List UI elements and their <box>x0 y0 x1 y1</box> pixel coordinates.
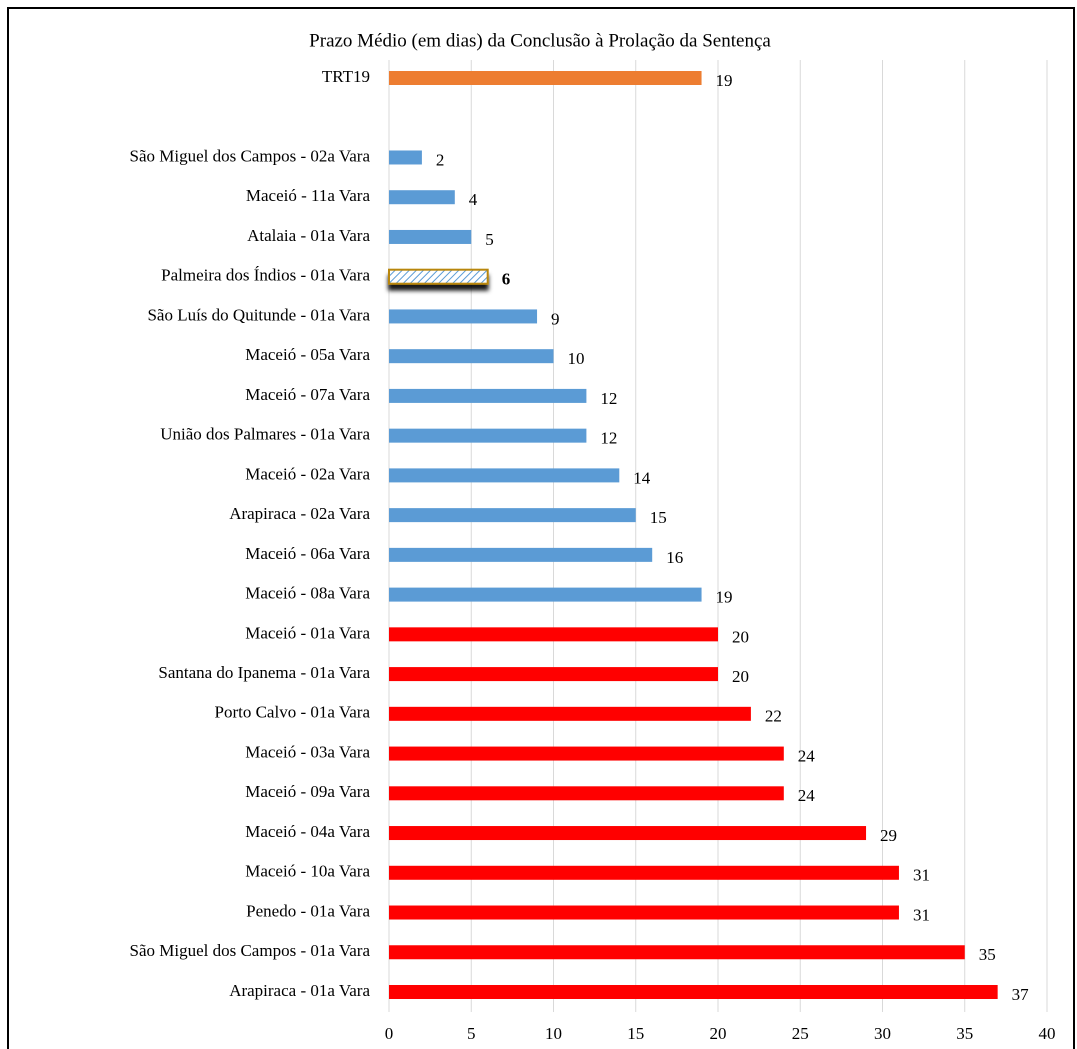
x-tick-label: 10 <box>545 1024 562 1043</box>
data-label: 20 <box>732 667 749 686</box>
bar <box>389 547 653 562</box>
y-tick-label: Penedo - 01a Vara <box>246 901 370 920</box>
bar <box>389 468 620 483</box>
y-tick-label: Maceió - 05a Vara <box>245 345 370 364</box>
y-tick-label: TRT19 <box>322 67 370 86</box>
chart-title: Prazo Médio (em dias) da Conclusão à Pro… <box>309 30 771 51</box>
data-label: 24 <box>798 786 816 805</box>
bar <box>389 388 587 403</box>
y-tick-label: São Miguel dos Campos - 01a Vara <box>130 941 371 960</box>
frame <box>7 7 1075 1049</box>
data-label: 20 <box>732 627 749 646</box>
data-label: 16 <box>666 548 683 567</box>
bar <box>389 746 784 761</box>
y-tick-label: Maceió - 11a Vara <box>246 186 371 205</box>
bar <box>389 150 422 165</box>
data-label: 19 <box>716 71 733 90</box>
bar <box>389 786 784 801</box>
data-label: 35 <box>979 945 996 964</box>
y-tick-label: União dos Palmares - 01a Vara <box>160 425 370 444</box>
y-tick-label: São Miguel dos Campos - 02a Vara <box>130 146 371 165</box>
data-label: 19 <box>716 588 733 607</box>
y-tick-label: Arapiraca - 01a Vara <box>229 981 370 1000</box>
bar <box>389 627 718 642</box>
bar <box>389 865 899 880</box>
bar <box>389 508 636 523</box>
y-tick-label: Porto Calvo - 01a Vara <box>215 703 371 722</box>
data-label: 6 <box>502 270 511 289</box>
x-tick-label: 15 <box>627 1024 644 1043</box>
data-label: 4 <box>469 190 478 209</box>
bar <box>389 71 702 85</box>
y-tick-label: Maceió - 10a Vara <box>245 862 370 881</box>
data-label: 5 <box>485 230 494 249</box>
x-tick-label: 35 <box>956 1024 973 1043</box>
x-tick-label: 5 <box>467 1024 476 1043</box>
x-tick-label: 30 <box>874 1024 891 1043</box>
data-label: 9 <box>551 309 560 328</box>
y-tick-label: Santana do Ipanema - 01a Vara <box>158 663 370 682</box>
data-label: 12 <box>600 389 617 408</box>
bar <box>388 268 489 285</box>
y-tick-label: Maceió - 04a Vara <box>245 822 370 841</box>
data-label: 2 <box>436 150 445 169</box>
bar <box>389 190 455 205</box>
bar <box>389 349 554 364</box>
bar <box>389 428 587 443</box>
y-tick-label: Palmeira dos Índios - 01a Vara <box>161 266 370 285</box>
bar <box>389 945 965 960</box>
data-label: 14 <box>633 468 651 487</box>
y-tick-label: Maceió - 01a Vara <box>245 623 370 642</box>
data-label: 15 <box>650 508 667 527</box>
bar <box>389 826 867 841</box>
y-tick-label: Maceió - 06a Vara <box>245 544 370 563</box>
y-tick-label: Maceió - 03a Vara <box>245 742 370 761</box>
data-label: 10 <box>568 349 585 368</box>
y-tick-label: Maceió - 09a Vara <box>245 782 370 801</box>
y-tick-label: Atalaia - 01a Vara <box>247 226 370 245</box>
data-label: 24 <box>798 746 816 765</box>
y-tick-label: São Luís do Quitunde - 01a Vara <box>147 305 370 324</box>
data-label: 37 <box>1012 985 1030 1004</box>
x-tick-label: 0 <box>385 1024 394 1043</box>
x-tick-label: 25 <box>792 1024 809 1043</box>
data-label: 12 <box>600 429 617 448</box>
data-label: 22 <box>765 707 782 726</box>
x-tick-label: 40 <box>1039 1024 1056 1043</box>
bar <box>389 309 538 324</box>
bar <box>389 667 718 682</box>
x-tick-label: 20 <box>710 1024 727 1043</box>
bar <box>389 985 998 999</box>
data-label: 29 <box>880 826 897 845</box>
bar <box>389 706 751 721</box>
bar <box>389 229 472 244</box>
y-tick-label: Maceió - 07a Vara <box>245 385 370 404</box>
data-label: 31 <box>913 905 930 924</box>
data-label: 31 <box>913 866 930 885</box>
y-tick-label: Maceió - 02a Vara <box>245 464 370 483</box>
y-tick-label: Maceió - 08a Vara <box>245 584 370 603</box>
bar <box>389 905 899 920</box>
y-tick-label: Arapiraca - 02a Vara <box>229 504 370 523</box>
bar <box>389 587 702 602</box>
